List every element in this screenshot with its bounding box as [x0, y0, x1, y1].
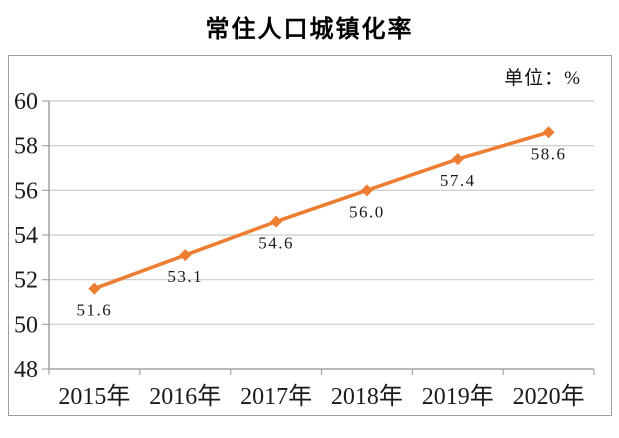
data-point-label: 57.4	[440, 171, 476, 190]
data-point-marker	[88, 282, 101, 295]
chart-area: 48 50 52 54 56 58 60 2015年 2016年 2017年 2018年 2019年 2…	[8, 55, 612, 416]
x-tick-label: 2015年	[58, 383, 130, 410]
y-tick-label: 50	[14, 312, 38, 338]
x-tick-label: 2018年	[331, 383, 403, 410]
y-tick-label: 60	[14, 89, 38, 115]
x-tick-label: 2019年	[422, 383, 494, 410]
data-point-label: 56.0	[349, 202, 385, 221]
y-tick-label: 48	[14, 357, 38, 383]
data-point-marker	[270, 215, 283, 228]
y-tick-label: 52	[14, 268, 38, 294]
data-point-label: 58.6	[531, 144, 567, 163]
data-point-marker	[360, 184, 373, 197]
series-line	[92, 130, 551, 291]
data-point-marker	[542, 126, 555, 139]
y-tick-label: 58	[14, 134, 38, 160]
data-point-marker	[451, 153, 464, 166]
y-tick-label: 56	[14, 178, 38, 204]
data-point-marker	[179, 249, 192, 262]
data-point-label: 54.6	[258, 234, 294, 253]
x-tick-label: 2016年	[149, 383, 221, 410]
y-tick-label: 54	[14, 223, 38, 249]
x-tick-label: 2020年	[513, 383, 585, 410]
line-plot: 48 50 52 54 56 58 60 2015年 2016年 2017年 2018年 2019年 2…	[14, 89, 595, 410]
data-point-label: 53.1	[167, 267, 203, 286]
data-point-label: 51.6	[77, 301, 113, 320]
chart-title: 常住人口城镇化率	[205, 16, 414, 43]
x-tick-label: 2017年	[240, 383, 312, 410]
unit-label: 单位：%	[504, 68, 581, 89]
